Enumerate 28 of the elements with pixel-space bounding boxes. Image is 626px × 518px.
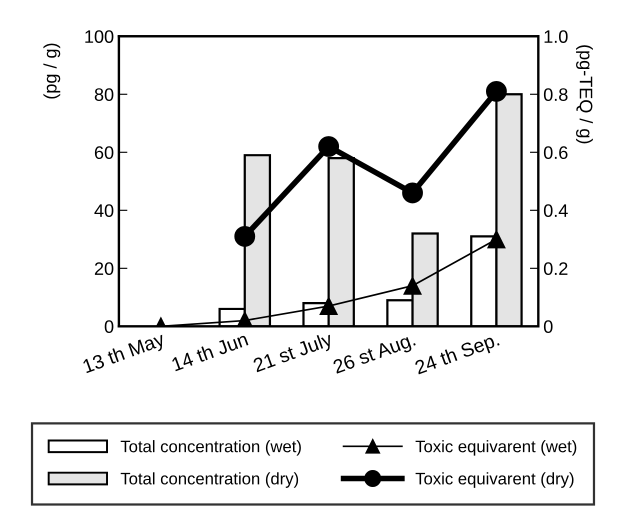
y-tick-label: 60 bbox=[94, 146, 114, 160]
point bbox=[402, 182, 423, 204]
y2-tick-label: 0.6 bbox=[544, 146, 568, 160]
y-tick-label: 80 bbox=[94, 88, 114, 101]
point bbox=[234, 226, 256, 247]
y-tick-label: 0 bbox=[104, 320, 114, 334]
point bbox=[487, 230, 506, 248]
y2-tick-label: 1.0 bbox=[544, 30, 568, 43]
legend-label: Toxic equivarent (dry) bbox=[416, 472, 574, 488]
y2-tick-label: 0.2 bbox=[544, 262, 568, 276]
y2-axis-title: (pg-TEQ / g) bbox=[576, 45, 593, 144]
point bbox=[404, 276, 422, 295]
point bbox=[486, 80, 507, 102]
y2-tick-label: 0 bbox=[544, 320, 553, 334]
x-tick-label: 14 th Jun bbox=[170, 332, 248, 372]
y-axis-title: (pg / g) bbox=[43, 44, 60, 99]
legend-label: Toxic equivarent (wet) bbox=[416, 440, 576, 456]
x-tick-label: 24 th Sep. bbox=[414, 332, 501, 378]
y-tick-label: 100 bbox=[85, 30, 114, 43]
y2-tick-label: 0.4 bbox=[544, 204, 568, 218]
point bbox=[318, 136, 340, 157]
legend-label: Total concentration (wet) bbox=[120, 440, 301, 456]
y2-tick-label: 0.8 bbox=[544, 88, 568, 101]
y-tick-label: 20 bbox=[94, 262, 114, 276]
y-tick-label: 40 bbox=[94, 204, 114, 218]
point bbox=[320, 297, 338, 316]
x-tick-label: 21 st July bbox=[252, 331, 335, 376]
legend-label: Total concentration (dry) bbox=[120, 472, 298, 488]
